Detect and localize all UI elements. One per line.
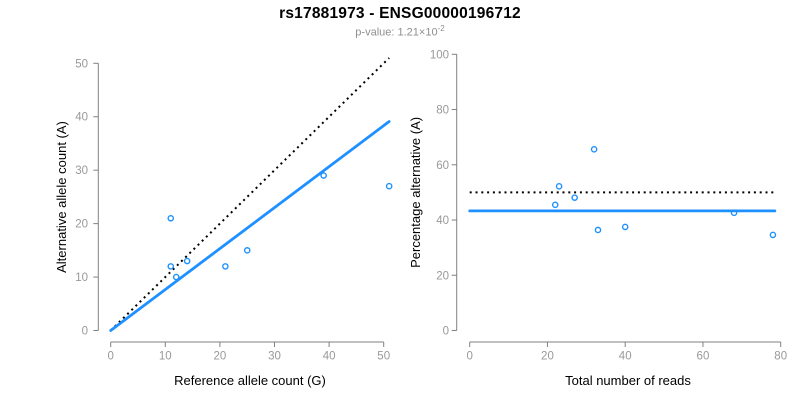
y-tick-label: 40 <box>436 215 449 227</box>
x-tick-label: 40 <box>323 351 336 363</box>
data-point <box>222 263 229 270</box>
figure-title: rs17881973 - ENSG00000196712 <box>279 5 521 22</box>
x-axis-label: Reference allele count (G) <box>174 373 326 388</box>
y-axis-label: Alternative allele count (A) <box>54 121 69 273</box>
y-tick-label: 0 <box>443 326 449 338</box>
x-tick-label: 60 <box>697 351 710 363</box>
y-axis-label: Percentage alternative (A) <box>408 117 423 268</box>
data-point <box>243 247 251 254</box>
data-point <box>769 231 777 239</box>
y-tick-label: 30 <box>75 165 88 177</box>
regression-line <box>109 120 391 332</box>
data-point <box>385 182 393 190</box>
data-point <box>183 257 191 265</box>
y-tick-label: 10 <box>75 272 88 284</box>
data-point <box>320 172 327 179</box>
x-tick-label: 0 <box>466 351 472 363</box>
data-point <box>551 201 559 209</box>
data-point <box>172 273 180 281</box>
x-tick-label: 20 <box>214 351 227 363</box>
y-tick-label: 0 <box>82 326 88 338</box>
y-tick-label: 20 <box>75 219 88 231</box>
y-tick-label: 40 <box>75 112 88 124</box>
data-point <box>594 226 602 234</box>
x-tick-label: 20 <box>541 351 554 363</box>
data-point <box>590 146 598 153</box>
x-axis-label: Total number of reads <box>565 373 691 388</box>
y-tick-label: 20 <box>436 270 449 282</box>
data-point <box>621 223 629 231</box>
data-point <box>730 209 738 217</box>
x-tick-label: 0 <box>107 351 113 363</box>
y-tick-label: 50 <box>75 58 88 70</box>
data-point <box>571 194 578 201</box>
y-tick-label: 60 <box>436 160 449 172</box>
x-tick-label: 10 <box>159 351 172 363</box>
data-point <box>167 263 175 270</box>
y-tick-label: 100 <box>430 49 449 61</box>
data-point <box>555 183 563 190</box>
x-tick-label: 30 <box>268 351 281 363</box>
y-tick-label: 80 <box>436 105 449 117</box>
pvalue-exponent: -2 <box>437 24 445 33</box>
x-tick-label: 80 <box>774 351 787 363</box>
figure-subtitle: p-value: 1.21×10-2 <box>0 24 800 39</box>
identity-line <box>110 57 390 332</box>
x-tick-label: 50 <box>377 351 390 363</box>
x-tick-label: 40 <box>619 351 632 363</box>
data-point <box>167 214 175 222</box>
pvalue-text: p-value: 1.21×10 <box>355 26 438 39</box>
